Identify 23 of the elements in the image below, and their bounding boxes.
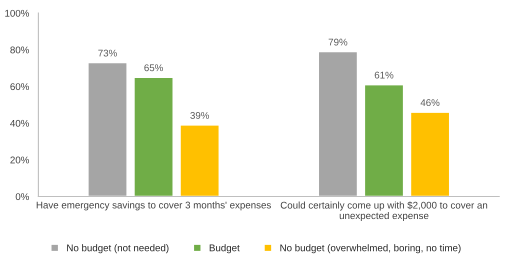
y-tick-label: 60%: [10, 83, 30, 90]
data-label: 65%: [144, 64, 163, 72]
y-tick-label: 0%: [16, 193, 30, 200]
data-label: 39%: [190, 112, 210, 119]
x-tick-label: Have emergency savings to cover 3 months' expenses: [36, 201, 271, 210]
y-tick-label: 40%: [10, 120, 30, 127]
y-tick-label: 20%: [10, 156, 30, 164]
data-label: 79%: [328, 38, 348, 46]
data-label: 46%: [420, 99, 440, 106]
legend-label: Budget: [210, 244, 240, 254]
legend-label: No budget (not needed): [67, 244, 168, 254]
y-tick-label: 100%: [5, 10, 30, 17]
x-tick-label: Could certainly come up with $2,000 to cover an unexpected expense: [280, 201, 488, 222]
bar: [179, 124, 220, 196]
y-tick-label: 80%: [10, 46, 30, 54]
bar: [318, 50, 358, 196]
bar: [133, 76, 174, 196]
bar: [364, 84, 404, 196]
bar: [410, 111, 450, 196]
data-label: 61%: [374, 72, 394, 79]
legend-label: No budget (overwhelmed, boring, no time): [280, 244, 461, 254]
data-label: 73%: [98, 50, 117, 57]
bar: [87, 62, 128, 196]
